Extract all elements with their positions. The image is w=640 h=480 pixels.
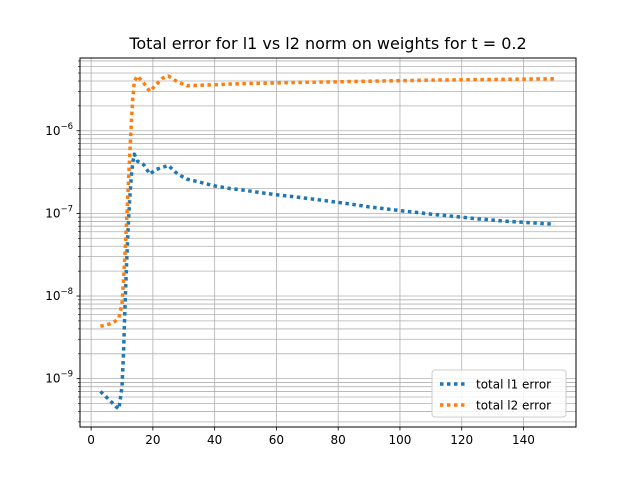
y-axis: 10−9 10−8 10−7 10−6 (45, 60, 80, 423)
y-tick-label: 10−6 (45, 122, 73, 138)
grid (80, 58, 576, 427)
legend-box (431, 369, 567, 418)
x-axis: 0 20 40 60 80 100 120 140 (87, 427, 535, 447)
x-tick-label: 100 (389, 433, 412, 447)
x-tick-label: 60 (269, 433, 284, 447)
series-layer (99, 74, 555, 411)
x-tick-label: 140 (512, 433, 535, 447)
legend-label: total l1 error (476, 378, 551, 392)
legend: total l1 error total l2 error (431, 369, 567, 418)
y-tick-label: 10−8 (45, 287, 73, 303)
y-tick-label: 10−7 (45, 204, 73, 220)
series-line-2 (99, 74, 555, 328)
plot-frame (79, 57, 577, 428)
y-tick-label: 10−9 (45, 370, 73, 386)
series-line-1 (99, 152, 555, 411)
x-tick-label: 20 (145, 433, 160, 447)
x-tick-label: 80 (331, 433, 346, 447)
x-tick-label: 120 (450, 433, 473, 447)
chart-title: Total error for l1 vs l2 norm on weights… (128, 34, 526, 53)
x-tick-label: 40 (207, 433, 222, 447)
x-tick-label: 0 (87, 433, 95, 447)
legend-label: total l2 error (476, 399, 551, 413)
